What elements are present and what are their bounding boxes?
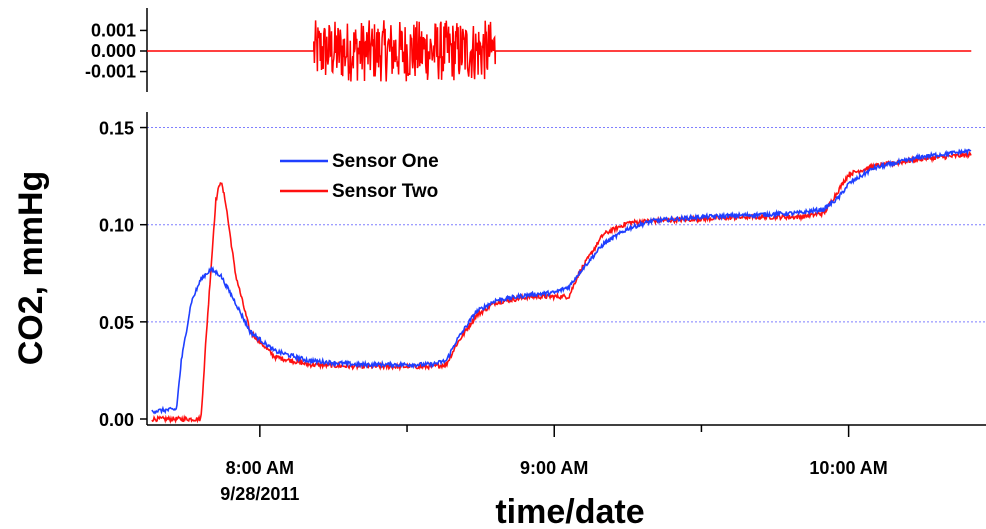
legend: Sensor One Sensor Two bbox=[280, 151, 439, 202]
grid-lines bbox=[147, 127, 986, 323]
x-tick-label: 10:00 AM bbox=[809, 458, 887, 478]
legend-label-sensor-one: Sensor One bbox=[332, 151, 439, 172]
residual-y-tick-label: 0.001 bbox=[91, 20, 136, 40]
x-tick-label: 8:00 AM bbox=[226, 458, 294, 478]
y-tick-label: 0.15 bbox=[99, 119, 134, 139]
main-panel: 0.00 0.05 0.10 0.15 8:00 AM 9/28/2011 9:00 AM… bbox=[12, 112, 986, 529]
series-line-sensor-two bbox=[151, 150, 972, 425]
legend-label-sensor-two: Sensor Two bbox=[332, 181, 438, 202]
residual-y-tick-label: 0.000 bbox=[91, 41, 136, 61]
residual-y-tick-label: -0.001 bbox=[85, 62, 136, 82]
series-line-sensor-one bbox=[151, 148, 972, 415]
y-tick-label: 0.00 bbox=[99, 410, 134, 430]
y-tick-label: 0.05 bbox=[99, 313, 134, 333]
y-axis-label: CO2, mmHg bbox=[12, 171, 50, 366]
residual-series-line bbox=[147, 20, 972, 82]
residual-series bbox=[147, 20, 972, 82]
y-tick-label: 0.10 bbox=[99, 216, 134, 236]
x-axis-label: time/date bbox=[495, 493, 644, 529]
main-series bbox=[151, 148, 972, 425]
main-y-ticks: 0.00 0.05 0.10 0.15 bbox=[99, 119, 147, 430]
main-x-ticks: 8:00 AM 9/28/2011 9:00 AM 10:00 AM bbox=[220, 425, 888, 504]
x-tick-label: 9:00 AM bbox=[520, 458, 588, 478]
x-tick-sublabel: 9/28/2011 bbox=[220, 484, 299, 504]
